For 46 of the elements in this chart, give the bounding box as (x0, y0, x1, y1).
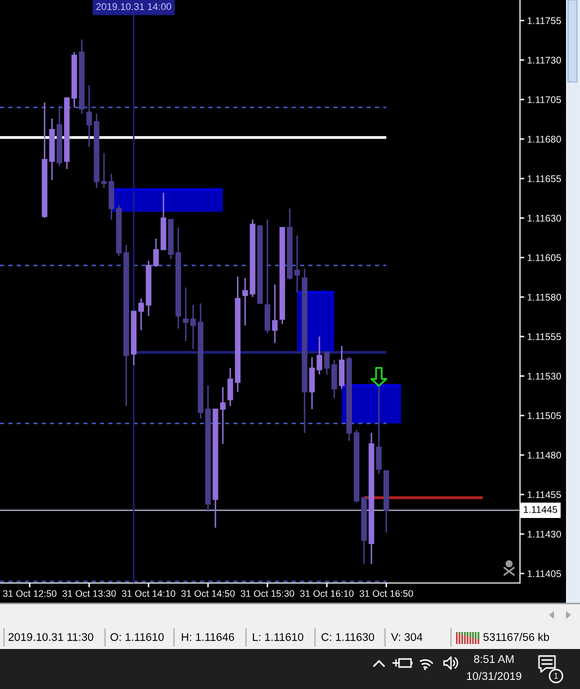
y-tick-label: 1.11480 (528, 452, 561, 459)
text: H: 1.11646 (182, 633, 234, 641)
x-tick-label: 31 Oct 16:50 (360, 590, 413, 597)
candlestick (228, 367, 234, 407)
text: 10/31/2019 (467, 672, 522, 680)
text: 2019.10.31 11:30 (8, 633, 94, 641)
y-tick-label: 1.11630 (528, 214, 561, 222)
x-tick-label: 31 Oct 13:30 (62, 590, 116, 597)
ref-line-label: 2019.10.31 14:00 (96, 3, 172, 10)
x-tick-label: 31 Oct 12:50 (3, 590, 56, 597)
x-tick-label: 31 Oct 14:50 (181, 590, 235, 597)
y-tick-label: 1.11555 (528, 333, 561, 340)
candlestick (324, 352, 330, 376)
ref-line-label: 1.11445 (524, 506, 558, 513)
y-tick-label: 1.11530 (528, 372, 561, 380)
x-tick-label: 31 Oct 15:30 (240, 590, 294, 597)
candlestick (272, 284, 278, 344)
text: 8:51 AM (474, 655, 514, 663)
y-tick-label: 1.11455 (528, 491, 561, 498)
text: O: 1.11610 (110, 633, 164, 641)
x-tick-label: 31 Oct 14:10 (122, 590, 176, 597)
y-tick-label: 1.11605 (528, 254, 561, 262)
candlestick (220, 386, 226, 445)
candlestick (190, 304, 196, 350)
text: C: 1.11630 (322, 633, 374, 641)
y-tick-label: 1.11405 (528, 570, 561, 578)
candlestick (332, 360, 338, 399)
candlestick (86, 84, 92, 148)
text: 531167/56 kb (483, 632, 550, 641)
text: V: 304 (391, 633, 422, 641)
text: L: 1.11610 (252, 633, 304, 641)
y-tick-label: 1.11430 (528, 530, 561, 538)
candlestick (182, 286, 188, 342)
candlestick (138, 298, 144, 331)
text: 1 (554, 672, 558, 679)
y-tick-label: 1.11705 (528, 96, 561, 104)
candlestick (294, 234, 300, 293)
candlestick (242, 277, 248, 326)
candlestick (376, 386, 382, 475)
y-tick-label: 1.11505 (528, 412, 561, 420)
y-tick-label: 1.11680 (528, 136, 561, 143)
y-tick-label: 1.11755 (528, 17, 561, 24)
y-tick-label: 1.11655 (528, 175, 561, 182)
y-tick-label: 1.11580 (528, 294, 561, 301)
x-tick-label: 31 Oct 16:10 (300, 590, 354, 597)
y-tick-label: 1.11730 (528, 56, 561, 64)
